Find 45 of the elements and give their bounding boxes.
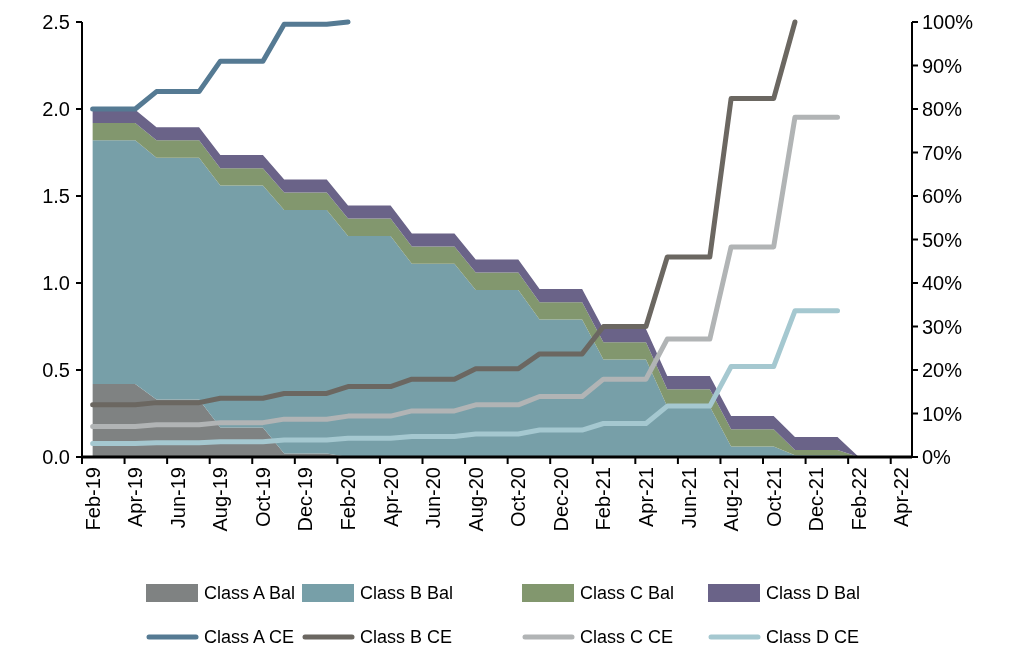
- x-tick-label: Apr-20: [379, 467, 402, 528]
- legend-label: Class D CE: [766, 627, 860, 648]
- y-tick-label: 1.5: [42, 185, 70, 207]
- legend-label: Class B CE: [360, 627, 453, 648]
- legend-label: Class A CE: [204, 627, 295, 648]
- y2-tick-label: 90%: [922, 54, 963, 77]
- x-tick-label: Oct-19: [251, 467, 274, 528]
- x-tick-label: Feb-21: [592, 467, 615, 531]
- y2-tick-label: 20%: [922, 359, 963, 381]
- x-tick-label: Dec-21: [805, 467, 828, 532]
- legend-label: Class C CE: [580, 627, 674, 648]
- y-tick-label: 1.0: [42, 272, 70, 294]
- y-tick-label: 0.5: [42, 359, 70, 381]
- y2-tick-label: 0%: [922, 446, 952, 468]
- x-tick-label: Apr-21: [634, 467, 657, 528]
- x-tick-label: Oct-20: [507, 467, 530, 528]
- x-tick-label: Dec-20: [549, 467, 572, 532]
- y-tick-label: 2.5: [42, 11, 70, 33]
- y2-tick-label: 80%: [922, 98, 963, 120]
- x-tick-label: Apr-19: [124, 467, 147, 528]
- x-tick-label: Jun-19: [166, 467, 189, 529]
- legend-label: Class A Bal: [204, 583, 296, 604]
- x-tick-label: Dec-19: [294, 467, 317, 532]
- y2-tick-label: 30%: [922, 315, 963, 338]
- y-tick-label: 2.0: [42, 98, 70, 120]
- x-tick-label: Aug-21: [720, 467, 743, 532]
- y2-tick-label: 70%: [922, 141, 963, 164]
- x-tick-label: Aug-20: [464, 467, 487, 532]
- legend-label: Class C Bal: [580, 583, 675, 604]
- legend-label: Class B Bal: [360, 583, 454, 604]
- y2-tick-label: 60%: [922, 185, 963, 207]
- x-tick-label: Feb-20: [337, 467, 360, 531]
- x-tick-label: Apr-22: [890, 467, 913, 528]
- legend-label: Class D Bal: [766, 583, 861, 604]
- x-tick-label: Jun-20: [422, 467, 445, 529]
- y2-tick-label: 100%: [922, 11, 974, 33]
- x-tick-label: Feb-22: [847, 467, 870, 531]
- x-tick-label: Oct-21: [762, 467, 785, 528]
- y2-tick-label: 10%: [922, 402, 963, 425]
- y-tick-label: 0.0: [42, 446, 70, 468]
- x-tick-label: Feb-19: [81, 467, 104, 531]
- x-tick-label: Jun-21: [677, 467, 700, 529]
- y2-tick-label: 40%: [922, 272, 963, 294]
- x-tick-label: Aug-19: [209, 467, 232, 532]
- y2-tick-label: 50%: [922, 228, 963, 251]
